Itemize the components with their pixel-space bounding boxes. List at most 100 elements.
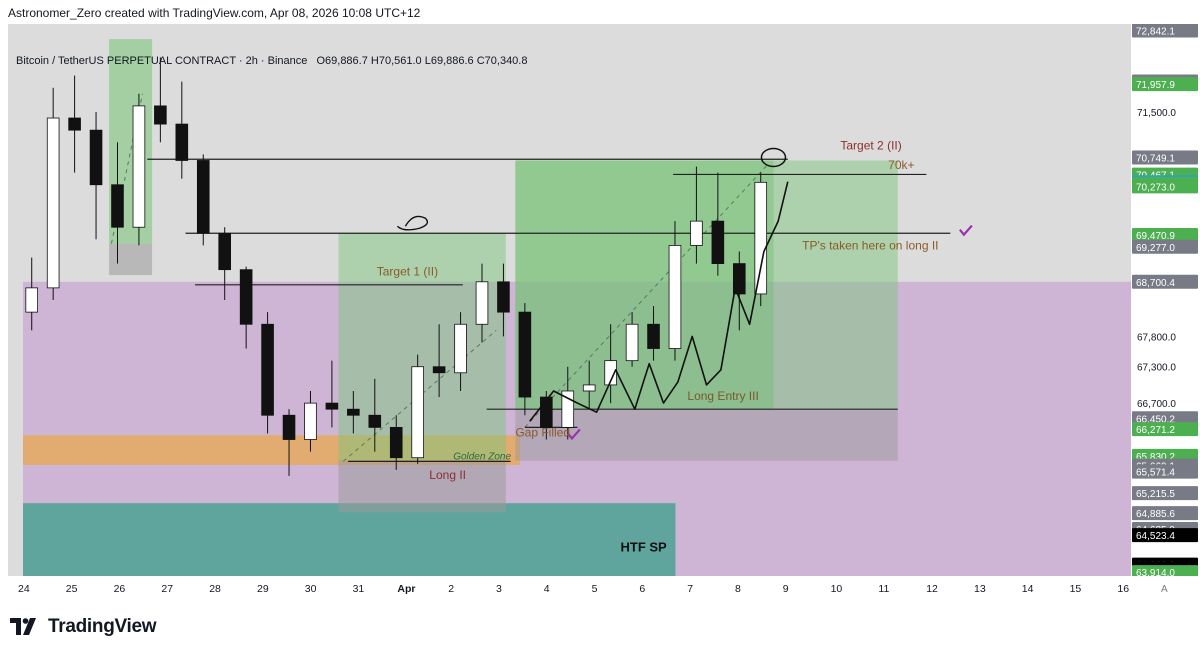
price-tag-bg (1132, 565, 1198, 580)
label-long-ii: Long II (429, 468, 466, 482)
candle (668, 245, 682, 349)
price-tag: 65,215.5 (1136, 489, 1175, 500)
time-tick: 9 (783, 583, 789, 595)
time-axis-scale[interactable]: 24 25 26 27 28 29 30 31 Apr 2 3 4 5 6 7 8 9 10 11 12 13 14 15 1… (8, 576, 1131, 600)
time-tick: 3 (496, 583, 502, 595)
price-tag-bg (1132, 77, 1198, 92)
label-gap-filled: Gap Filled (515, 425, 570, 439)
candle (347, 408, 360, 416)
projection-squiggle (529, 181, 789, 422)
time-tick: 14 (1022, 583, 1034, 595)
gap-filled-checkmark (567, 428, 581, 441)
price-tag: 69,470.9 (1136, 231, 1175, 242)
long-iii-filled-box (515, 160, 774, 410)
label-70k-plus: 70k+ (888, 158, 914, 172)
label-tp-long-ii: TP's taken here on long II (802, 239, 938, 253)
candle (754, 181, 768, 295)
price-tag: 64,885.6 (1136, 509, 1175, 520)
price-tag: 72,842.1 (1136, 27, 1175, 38)
candle (154, 105, 167, 125)
price-tick: 71,500.0 (1137, 108, 1176, 119)
price-tag-bg (1132, 422, 1198, 437)
price-tag: 71,957.9 (1136, 80, 1175, 91)
price-tag: 65,830.2 (1136, 452, 1175, 463)
price-tag: 66,271.2 (1136, 425, 1175, 436)
price-tag-bg (1132, 411, 1198, 426)
time-axis[interactable]: 24 25 26 27 28 29 30 31 Apr 2 3 4 5 6 7 8 9 10 11 12 13 14 15 1… (8, 576, 1131, 600)
price-tag-bg (1132, 23, 1198, 38)
tradingview-wordmark: TradingView (48, 616, 157, 637)
candle (304, 402, 317, 440)
price-tag-bg (1132, 528, 1198, 543)
price-tick: 67,800.0 (1137, 332, 1176, 343)
price-tag-bg (1132, 239, 1198, 254)
price-tag-bg (1132, 464, 1198, 479)
candle (368, 414, 382, 428)
time-tick: 4 (544, 583, 550, 595)
price-chart[interactable]: Target 2 (II) 70k+ TP's taken here on long… (8, 24, 1131, 576)
time-tick: 29 (257, 583, 269, 595)
price-tag-bg (1132, 228, 1198, 243)
price-tick: 66,700.0 (1137, 399, 1176, 410)
candle (475, 281, 489, 325)
candle (690, 220, 703, 246)
time-tick: 28 (209, 583, 221, 595)
price-tag: 63,914.0 (1136, 568, 1175, 576)
time-tick: 13 (974, 583, 986, 595)
time-tick: 11 (878, 583, 889, 595)
price-axis-scale[interactable]: 71,500.0 67,800.0 67,300.0 66,700.0 72,842.1… (1131, 23, 1200, 580)
price-tag: 70,273.0 (1136, 182, 1175, 193)
long-iii-target-box (515, 160, 898, 410)
axis-corner[interactable]: A (1131, 576, 1200, 600)
time-tick: 6 (639, 583, 645, 595)
earlier-long-stop-box (109, 243, 153, 276)
price-tag: 66,450.2 (1136, 414, 1175, 425)
tradingview-footer: TradingView (10, 612, 157, 642)
candle (518, 311, 532, 398)
candle (46, 117, 60, 289)
time-tick: 27 (161, 583, 173, 595)
time-tick: 15 (1070, 583, 1082, 595)
long-iii-dashed-line (524, 163, 770, 428)
candle (68, 117, 81, 131)
price-tag-bg (1132, 486, 1198, 501)
price-axis[interactable]: 71,500.0 67,800.0 67,300.0 66,700.0 72,842.1… (1131, 23, 1200, 580)
candle (25, 287, 39, 313)
time-tick: 8 (735, 583, 741, 595)
symbol-legend[interactable]: Bitcoin / TetherUS PERPETUAL CONTRACT · … (16, 55, 527, 67)
candle (497, 281, 510, 313)
label-target-2: Target 2 (II) (840, 139, 901, 153)
time-tick: 7 (687, 583, 693, 595)
time-tick: 30 (305, 583, 317, 595)
long-ii-stop-box (338, 460, 506, 513)
ohlc-values: O69,886.7 H70,561.0 L69,886.6 C70,340.8 (316, 55, 528, 67)
candle (625, 323, 639, 362)
candle (454, 323, 467, 374)
chart-plot-area[interactable]: Target 2 (II) 70k+ TP's taken here on long… (8, 24, 1131, 576)
candle (261, 323, 274, 416)
long-ii-dashed-line (342, 329, 497, 462)
label-golden-zone: Golden Zone (453, 452, 511, 463)
candle (325, 402, 339, 410)
price-tag: 69,277.0 (1136, 243, 1175, 254)
price-tag-bg (1132, 179, 1198, 194)
time-tick: 12 (926, 583, 938, 595)
price-tag-bg (1132, 274, 1198, 289)
tp-checkmark (959, 224, 973, 237)
candle (132, 105, 146, 228)
long-iii-stop-box (515, 409, 898, 461)
candle (411, 366, 424, 459)
candle (711, 220, 725, 265)
candle (432, 366, 446, 374)
candle (196, 160, 210, 234)
time-tick: 26 (114, 583, 126, 595)
price-tag: 68,700.4 (1136, 278, 1175, 289)
symbol-title[interactable]: Bitcoin / TetherUS PERPETUAL CONTRACT · … (16, 55, 308, 67)
auto-scale-button[interactable]: A (1161, 584, 1168, 595)
label-htf-sp: HTF SP (621, 540, 668, 555)
candle (218, 232, 231, 271)
candle (540, 396, 553, 428)
time-tick: 16 (1117, 583, 1129, 595)
time-tick: 24 (18, 583, 30, 595)
htf-support-zone (23, 503, 676, 576)
